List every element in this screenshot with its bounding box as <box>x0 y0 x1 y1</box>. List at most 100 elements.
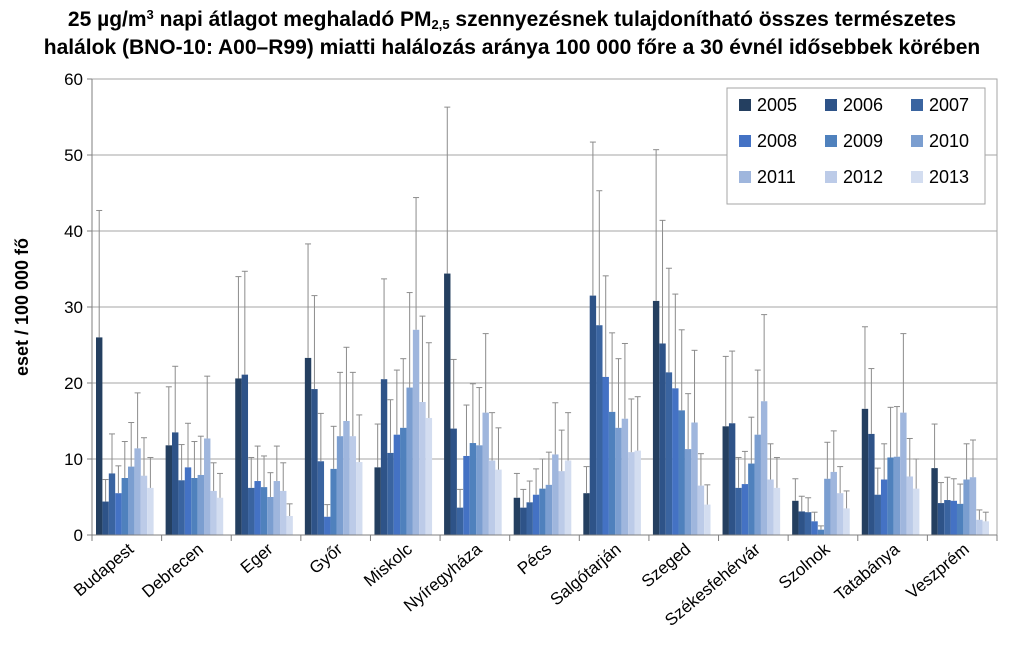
bar <box>956 503 964 535</box>
bar <box>147 487 154 535</box>
bar <box>108 473 116 535</box>
bar <box>216 497 224 535</box>
legend-label: 2006 <box>843 95 883 115</box>
bar <box>868 433 875 535</box>
bar <box>893 456 901 535</box>
bar <box>937 503 945 535</box>
legend-swatch <box>911 135 923 147</box>
title-part2: napi átlagot meghaladó PM <box>153 8 432 31</box>
bar <box>887 457 894 535</box>
legend-swatch <box>825 135 837 147</box>
x-tick-label: Szolnok <box>775 539 834 593</box>
y-tick-label: 0 <box>74 526 83 545</box>
bar <box>596 325 603 535</box>
bar <box>184 467 192 535</box>
bar <box>659 343 666 535</box>
legend-swatch <box>739 99 751 111</box>
bar <box>804 512 812 535</box>
legend: 2005 2006 2007 2008 2009 2010 2011 2012 2013 <box>726 87 986 205</box>
bar <box>672 388 679 535</box>
bar <box>356 462 363 535</box>
bar <box>349 436 357 535</box>
bar <box>204 438 211 535</box>
bar <box>286 516 293 535</box>
bar <box>817 529 825 535</box>
bar <box>273 481 281 535</box>
bar <box>589 295 597 535</box>
bar <box>621 418 629 535</box>
bar <box>564 460 572 535</box>
bar <box>444 273 451 535</box>
legend-label: 2007 <box>929 95 969 115</box>
bar <box>900 412 907 535</box>
bar <box>652 300 660 535</box>
bar <box>330 468 337 535</box>
bar <box>634 450 641 535</box>
bar <box>476 445 483 535</box>
bar <box>311 389 318 535</box>
legend-swatch <box>739 171 751 183</box>
bar <box>602 376 609 535</box>
x-tick-label: Nyíregyháza <box>400 539 486 615</box>
legend-label: 2005 <box>757 95 797 115</box>
bar <box>412 329 420 535</box>
bar <box>304 357 312 535</box>
legend-label: 2012 <box>843 167 883 187</box>
bar <box>830 471 837 535</box>
bar <box>982 521 989 535</box>
bar <box>545 484 553 535</box>
bar <box>912 488 920 535</box>
x-tick-label: Tatabánya <box>831 539 904 604</box>
bar <box>128 466 135 535</box>
bar <box>880 479 888 535</box>
bar <box>539 488 546 535</box>
chart-title-line2: halálok (BNO-10: A00–R99) miatti haláloz… <box>43 36 981 59</box>
bar <box>931 468 938 535</box>
bar <box>210 490 217 535</box>
bar <box>387 452 394 535</box>
bar <box>963 479 970 535</box>
legend-label: 2010 <box>929 131 969 151</box>
bar <box>172 432 179 535</box>
bar <box>976 519 983 535</box>
legend-label: 2009 <box>843 131 883 151</box>
bar <box>165 445 173 535</box>
bar <box>735 487 742 535</box>
x-tick-label: Szeged <box>638 540 694 592</box>
bar <box>197 474 205 535</box>
x-tick-label: Veszprém <box>903 540 973 603</box>
bar <box>380 379 388 535</box>
bar <box>235 378 242 535</box>
bar <box>722 426 729 535</box>
legend-box <box>726 87 986 205</box>
bar <box>526 502 533 535</box>
bar <box>532 494 540 535</box>
bar <box>583 493 590 535</box>
bar <box>741 484 749 535</box>
bar <box>260 487 268 535</box>
bar <box>121 478 128 535</box>
legend-label: 2011 <box>757 167 796 187</box>
bar <box>406 387 413 535</box>
bar <box>254 481 261 535</box>
title-part1: 25 µg/m <box>67 8 147 31</box>
bar <box>811 521 818 535</box>
y-tick-label: 10 <box>64 450 83 469</box>
title-part3: szennyezésnek tulajdonítható összes term… <box>449 8 957 31</box>
bar <box>824 478 831 535</box>
bar <box>248 487 255 535</box>
error-bars <box>96 106 989 530</box>
bar <box>241 374 249 535</box>
bar <box>798 511 805 535</box>
legend-label: 2008 <box>757 131 797 151</box>
bar <box>400 427 407 535</box>
bar <box>558 471 565 535</box>
bar <box>317 461 325 535</box>
bar <box>697 485 705 535</box>
x-tick-label: Pécs <box>514 540 555 579</box>
bar <box>463 455 470 535</box>
bar <box>792 500 799 535</box>
bar <box>950 500 957 535</box>
bar <box>324 516 331 535</box>
bar <box>134 448 141 535</box>
